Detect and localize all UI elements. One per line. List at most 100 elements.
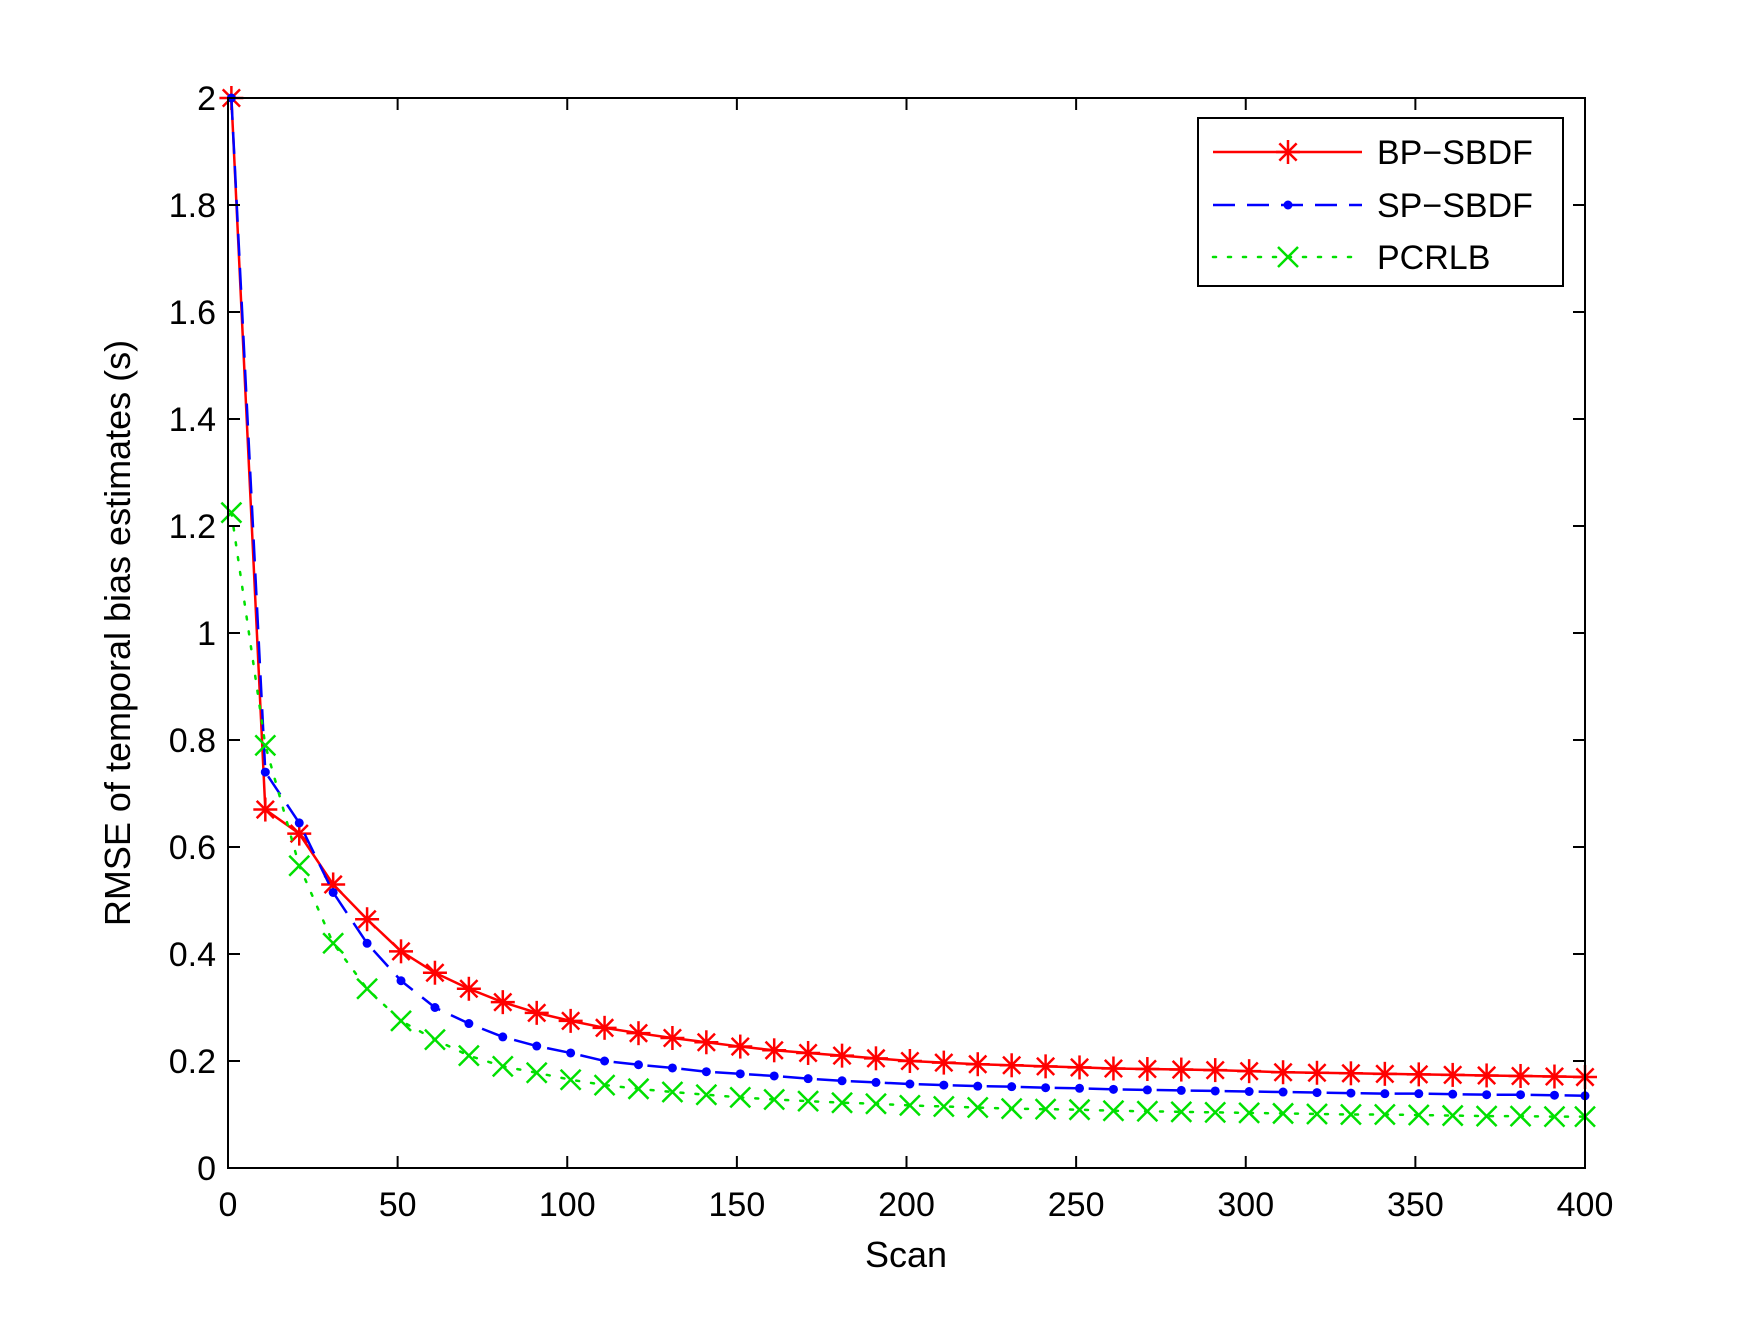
data-point — [769, 1071, 779, 1081]
marker-stroke — [797, 1090, 820, 1113]
data-point — [1272, 1102, 1294, 1125]
data-point — [464, 1019, 474, 1029]
data-point — [931, 1050, 956, 1075]
data-point — [328, 887, 338, 897]
legend-entry-1: BP−SBDF — [1213, 134, 1533, 172]
marker-dot — [430, 1003, 440, 1012]
data-point — [1543, 1105, 1566, 1128]
data-point — [865, 1092, 887, 1115]
marker-dot — [837, 1076, 847, 1086]
marker-stroke — [831, 1091, 853, 1114]
y-tick-label: 1 — [197, 615, 216, 653]
marker-stroke — [661, 1081, 684, 1103]
marker-stroke — [1238, 1102, 1261, 1124]
marker-stroke — [1273, 1062, 1293, 1082]
data-point — [566, 1048, 576, 1058]
marker-stroke — [696, 1032, 716, 1052]
marker-stroke — [865, 1092, 887, 1115]
data-point — [939, 1080, 949, 1090]
data-point — [626, 1021, 651, 1046]
marker-stroke — [763, 1088, 786, 1111]
marker-stroke — [593, 1074, 616, 1096]
marker-dot — [498, 1032, 508, 1042]
data-point — [1204, 1101, 1227, 1124]
data-point — [424, 1028, 446, 1051]
marker-stroke — [289, 824, 309, 844]
data-point — [763, 1088, 786, 1111]
data-point — [1509, 1105, 1532, 1127]
marker-dot — [1516, 1090, 1526, 1100]
data-point — [1041, 1083, 1051, 1093]
data-point — [498, 1032, 508, 1042]
data-point — [973, 1081, 983, 1091]
marker-stroke — [288, 854, 311, 877]
marker-dot — [1176, 1085, 1186, 1095]
data-point — [728, 1034, 753, 1059]
marker-stroke — [662, 1028, 682, 1048]
marker-dot — [1448, 1089, 1458, 1099]
legend-marker — [1277, 246, 1299, 268]
data-point — [456, 976, 481, 1001]
x-tick-label: 300 — [1217, 1186, 1274, 1224]
marker-stroke — [1136, 1100, 1159, 1123]
data-point — [1340, 1103, 1362, 1126]
marker-stroke — [323, 874, 343, 894]
marker-dot — [1380, 1089, 1390, 1099]
data-point — [667, 1063, 677, 1073]
data-point — [1482, 1090, 1492, 1100]
marker-stroke — [424, 1028, 446, 1051]
data-point — [1414, 1089, 1424, 1099]
data-point — [1380, 1089, 1390, 1099]
y-tick-label: 2 — [197, 80, 216, 118]
marker-stroke — [1272, 1102, 1294, 1125]
data-point — [1448, 1089, 1458, 1099]
marker-dot — [633, 1060, 643, 1070]
marker-stroke — [628, 1023, 649, 1043]
marker-dot — [1312, 1088, 1322, 1098]
marker-stroke — [1068, 1098, 1091, 1121]
data-point — [1440, 1062, 1465, 1087]
data-point — [396, 976, 406, 986]
data-point — [1304, 1060, 1329, 1085]
series-line — [230, 97, 1586, 1098]
data-point — [260, 767, 270, 777]
marker-dot — [1108, 1084, 1118, 1094]
data-point — [593, 1074, 616, 1096]
data-point — [1170, 1100, 1193, 1123]
data-point — [294, 818, 304, 828]
marker-dot — [1482, 1090, 1492, 1100]
y-tick-label: 1.8 — [169, 187, 216, 225]
legend-label: BP−SBDF — [1377, 134, 1533, 172]
x-tick-label: 250 — [1048, 1186, 1105, 1224]
marker-stroke — [1373, 1103, 1396, 1126]
data-point — [389, 939, 414, 964]
data-point — [1271, 1060, 1296, 1085]
marker-stroke — [934, 1053, 954, 1073]
series-2 — [226, 93, 1590, 1101]
y-tick-label: 0.4 — [169, 936, 216, 974]
marker-dot — [701, 1067, 711, 1077]
marker-stroke — [425, 963, 445, 983]
data-point — [660, 1025, 685, 1050]
data-point — [1406, 1062, 1431, 1087]
data-point — [1373, 1103, 1396, 1126]
data-point — [797, 1090, 820, 1113]
data-point — [1068, 1098, 1091, 1121]
y-tick-label: 0.2 — [169, 1043, 216, 1081]
series-3 — [220, 501, 1596, 1128]
data-point — [288, 854, 311, 877]
x-tick-label: 350 — [1387, 1186, 1444, 1224]
y-tick-label: 1.4 — [169, 401, 216, 439]
marker-dot — [396, 976, 406, 986]
data-point — [863, 1046, 888, 1071]
y-tick-label: 1.2 — [169, 508, 216, 546]
marker-stroke — [390, 1009, 412, 1032]
marker-stroke — [459, 979, 479, 999]
data-point — [390, 1009, 412, 1032]
marker-dot — [532, 1041, 542, 1051]
marker-dot — [362, 938, 372, 948]
marker-stroke — [1509, 1105, 1532, 1127]
marker-stroke — [1036, 1056, 1056, 1076]
data-point — [1034, 1098, 1057, 1121]
marker-stroke — [561, 1011, 581, 1031]
